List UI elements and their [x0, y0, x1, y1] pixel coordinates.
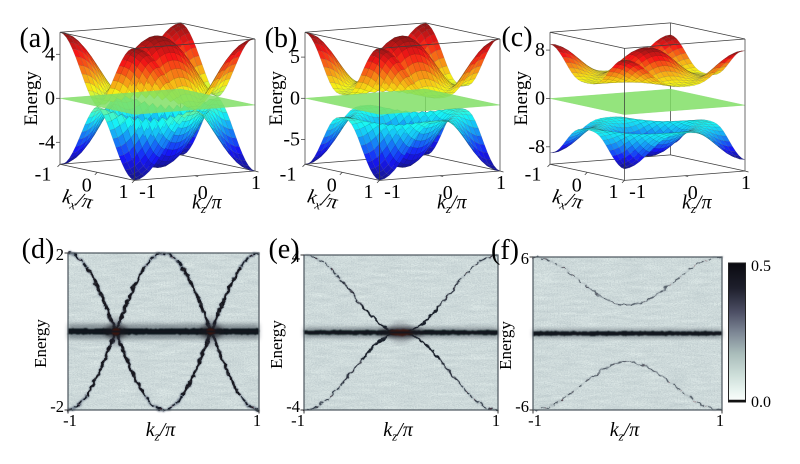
- svg-text:(a): (a): [19, 23, 50, 54]
- svg-text:0: 0: [45, 87, 55, 109]
- svg-text:kz/π: kz/π: [383, 419, 414, 444]
- svg-text:-1: -1: [63, 411, 77, 430]
- svg-text:1: 1: [741, 172, 751, 194]
- svg-text:1: 1: [251, 172, 261, 194]
- svg-text:-2: -2: [50, 397, 64, 416]
- svg-text:8: 8: [535, 39, 545, 61]
- svg-text:-4: -4: [38, 131, 55, 153]
- svg-text:kz/π: kz/π: [610, 419, 641, 444]
- svg-text:(b): (b): [265, 23, 298, 54]
- svg-text:-8: -8: [528, 136, 545, 158]
- svg-text:kz/π: kz/π: [682, 192, 713, 217]
- svg-text:(d): (d): [22, 234, 55, 265]
- svg-text:(f): (f): [491, 235, 519, 266]
- svg-text:Energy: Energy: [511, 71, 532, 126]
- svg-text:Energy: Energy: [21, 71, 42, 126]
- svg-text:0.0: 0.0: [751, 394, 771, 411]
- svg-text:0: 0: [198, 182, 208, 204]
- svg-text:1: 1: [253, 411, 261, 430]
- svg-text:-1: -1: [139, 181, 156, 203]
- svg-text:0: 0: [82, 174, 92, 196]
- svg-text:-1: -1: [35, 163, 52, 185]
- svg-text:0.5: 0.5: [751, 258, 771, 275]
- svg-text:-1: -1: [280, 163, 297, 185]
- svg-text:-1: -1: [629, 181, 646, 203]
- svg-text:0: 0: [327, 174, 337, 196]
- svg-text:0: 0: [443, 182, 453, 204]
- svg-text:-1: -1: [384, 181, 401, 203]
- svg-text:Energy: Energy: [496, 321, 515, 370]
- svg-text:(e): (e): [268, 234, 299, 265]
- svg-text:kz/π: kz/π: [437, 192, 468, 217]
- svg-text:0: 0: [290, 87, 300, 109]
- svg-text:1: 1: [716, 411, 724, 430]
- svg-text:2: 2: [56, 245, 64, 264]
- svg-text:-4: -4: [286, 397, 300, 416]
- svg-text:(c): (c): [501, 22, 532, 53]
- svg-text:0: 0: [572, 174, 582, 196]
- svg-text:kz/π: kz/π: [192, 192, 223, 217]
- svg-text:-5: -5: [283, 129, 300, 151]
- svg-text:1: 1: [492, 411, 500, 430]
- svg-text:Energy: Energy: [266, 71, 287, 126]
- svg-text:-6: -6: [515, 397, 529, 416]
- svg-text:Energy: Energy: [267, 320, 286, 369]
- svg-text:0: 0: [688, 182, 698, 204]
- svg-text:kz/π: kz/π: [146, 419, 177, 444]
- svg-text:1: 1: [364, 181, 374, 203]
- svg-text:6: 6: [521, 249, 529, 268]
- svg-text:1: 1: [496, 172, 506, 194]
- svg-text:-1: -1: [525, 163, 542, 185]
- svg-text:4: 4: [292, 247, 300, 266]
- svg-text:-1: -1: [528, 411, 542, 430]
- svg-text:0: 0: [535, 88, 545, 110]
- svg-text:-1: -1: [291, 411, 305, 430]
- svg-text:4: 4: [45, 43, 55, 65]
- svg-text:5: 5: [290, 46, 300, 68]
- svg-text:1: 1: [609, 181, 619, 203]
- svg-text:1: 1: [119, 181, 129, 203]
- svg-text:Energy: Energy: [31, 319, 50, 368]
